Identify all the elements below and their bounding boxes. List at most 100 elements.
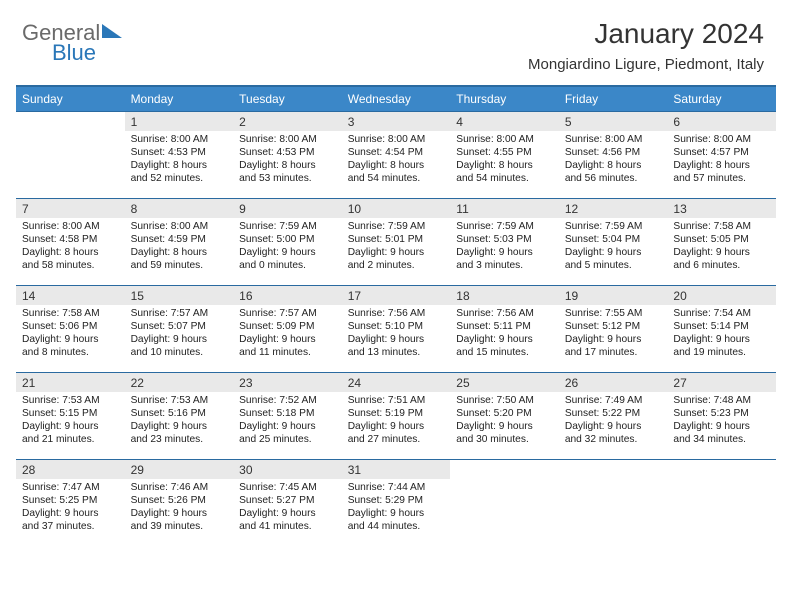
day-info: Sunrise: 8:00 AMSunset: 4:54 PMDaylight:… [342, 131, 451, 189]
day-info-line: Sunset: 4:54 PM [348, 146, 445, 159]
weekday-header-row: Sunday Monday Tuesday Wednesday Thursday… [16, 85, 776, 111]
day-info-line: Sunrise: 7:58 AM [22, 307, 119, 320]
day-info-line: and 5 minutes. [565, 259, 662, 272]
day-info-line: Daylight: 9 hours [22, 420, 119, 433]
day-info: Sunrise: 7:53 AMSunset: 5:15 PMDaylight:… [16, 392, 125, 450]
day-info-line: Sunrise: 7:59 AM [456, 220, 553, 233]
day-info-line: Daylight: 9 hours [348, 333, 445, 346]
calendar-cell: 11Sunrise: 7:59 AMSunset: 5:03 PMDayligh… [450, 199, 559, 285]
calendar-cell: 8Sunrise: 8:00 AMSunset: 4:59 PMDaylight… [125, 199, 234, 285]
day-info-line: Sunset: 5:11 PM [456, 320, 553, 333]
day-info-line: and 13 minutes. [348, 346, 445, 359]
calendar-cell: 2Sunrise: 8:00 AMSunset: 4:53 PMDaylight… [233, 112, 342, 198]
day-info-line: and 59 minutes. [131, 259, 228, 272]
day-number: 9 [233, 199, 342, 218]
day-info-line: and 53 minutes. [239, 172, 336, 185]
day-info-line: Daylight: 9 hours [239, 246, 336, 259]
day-info: Sunrise: 8:00 AMSunset: 4:53 PMDaylight:… [233, 131, 342, 189]
day-info-line: and 2 minutes. [348, 259, 445, 272]
day-number: 14 [16, 286, 125, 305]
day-info: Sunrise: 7:46 AMSunset: 5:26 PMDaylight:… [125, 479, 234, 537]
day-info-line: Sunrise: 8:00 AM [565, 133, 662, 146]
day-info-line: Sunset: 4:59 PM [131, 233, 228, 246]
day-info-line: and 37 minutes. [22, 520, 119, 533]
weekday-header: Tuesday [233, 87, 342, 111]
weekday-header: Wednesday [342, 87, 451, 111]
calendar-cell: 18Sunrise: 7:56 AMSunset: 5:11 PMDayligh… [450, 286, 559, 372]
title-block: January 2024 Mongiardino Ligure, Piedmon… [528, 18, 764, 73]
day-info-line: Daylight: 9 hours [22, 507, 119, 520]
day-info-line: Sunset: 5:12 PM [565, 320, 662, 333]
day-info-line: Sunrise: 7:54 AM [673, 307, 770, 320]
day-info: Sunrise: 7:59 AMSunset: 5:01 PMDaylight:… [342, 218, 451, 276]
day-number: 26 [559, 373, 668, 392]
day-info: Sunrise: 7:57 AMSunset: 5:07 PMDaylight:… [125, 305, 234, 363]
calendar-cell: 15Sunrise: 7:57 AMSunset: 5:07 PMDayligh… [125, 286, 234, 372]
calendar-cell: 30Sunrise: 7:45 AMSunset: 5:27 PMDayligh… [233, 460, 342, 546]
calendar-week-row: 7Sunrise: 8:00 AMSunset: 4:58 PMDaylight… [16, 198, 776, 285]
day-number: 1 [125, 112, 234, 131]
day-number: 27 [667, 373, 776, 392]
calendar-cell: 21Sunrise: 7:53 AMSunset: 5:15 PMDayligh… [16, 373, 125, 459]
weekday-header: Monday [125, 87, 234, 111]
calendar-week-row: 21Sunrise: 7:53 AMSunset: 5:15 PMDayligh… [16, 372, 776, 459]
day-info-line: Sunrise: 7:45 AM [239, 481, 336, 494]
day-info-line: and 54 minutes. [456, 172, 553, 185]
calendar-cell: 25Sunrise: 7:50 AMSunset: 5:20 PMDayligh… [450, 373, 559, 459]
day-info-line: and 57 minutes. [673, 172, 770, 185]
calendar-cell: 5Sunrise: 8:00 AMSunset: 4:56 PMDaylight… [559, 112, 668, 198]
calendar-cell: 29Sunrise: 7:46 AMSunset: 5:26 PMDayligh… [125, 460, 234, 546]
day-info-line: Sunset: 5:16 PM [131, 407, 228, 420]
day-info-line: Sunset: 5:26 PM [131, 494, 228, 507]
day-info-line: Daylight: 8 hours [239, 159, 336, 172]
day-info-line: Daylight: 9 hours [673, 333, 770, 346]
calendar-cell [16, 112, 125, 198]
calendar-week-row: 14Sunrise: 7:58 AMSunset: 5:06 PMDayligh… [16, 285, 776, 372]
day-info-line: Sunset: 4:58 PM [22, 233, 119, 246]
calendar-cell: 4Sunrise: 8:00 AMSunset: 4:55 PMDaylight… [450, 112, 559, 198]
day-info-line: Sunset: 5:25 PM [22, 494, 119, 507]
calendar-week-row: 28Sunrise: 7:47 AMSunset: 5:25 PMDayligh… [16, 459, 776, 546]
day-info-line: Sunset: 5:18 PM [239, 407, 336, 420]
day-info-line: Sunset: 5:19 PM [348, 407, 445, 420]
day-info-line: Sunrise: 7:47 AM [22, 481, 119, 494]
day-info: Sunrise: 7:49 AMSunset: 5:22 PMDaylight:… [559, 392, 668, 450]
calendar-cell: 16Sunrise: 7:57 AMSunset: 5:09 PMDayligh… [233, 286, 342, 372]
day-info-line: Sunset: 5:23 PM [673, 407, 770, 420]
calendar-cell: 9Sunrise: 7:59 AMSunset: 5:00 PMDaylight… [233, 199, 342, 285]
day-info-line: and 19 minutes. [673, 346, 770, 359]
calendar-cell: 23Sunrise: 7:52 AMSunset: 5:18 PMDayligh… [233, 373, 342, 459]
calendar-cell: 19Sunrise: 7:55 AMSunset: 5:12 PMDayligh… [559, 286, 668, 372]
day-info-line: Sunrise: 8:00 AM [456, 133, 553, 146]
day-info-line: and 15 minutes. [456, 346, 553, 359]
day-info: Sunrise: 8:00 AMSunset: 4:56 PMDaylight:… [559, 131, 668, 189]
day-info-line: Sunrise: 7:51 AM [348, 394, 445, 407]
day-info-line: and 0 minutes. [239, 259, 336, 272]
day-info: Sunrise: 7:59 AMSunset: 5:04 PMDaylight:… [559, 218, 668, 276]
day-info-line: and 41 minutes. [239, 520, 336, 533]
day-info-line: Sunrise: 8:00 AM [239, 133, 336, 146]
day-info-line: Daylight: 8 hours [131, 159, 228, 172]
day-info-line: and 10 minutes. [131, 346, 228, 359]
calendar-week-row: 1Sunrise: 8:00 AMSunset: 4:53 PMDaylight… [16, 111, 776, 198]
day-info-line: Sunset: 4:53 PM [131, 146, 228, 159]
day-info-line: Daylight: 9 hours [456, 420, 553, 433]
day-number: 12 [559, 199, 668, 218]
day-info: Sunrise: 7:56 AMSunset: 5:11 PMDaylight:… [450, 305, 559, 363]
day-info-line: and 8 minutes. [22, 346, 119, 359]
day-number: 17 [342, 286, 451, 305]
day-info-line: Daylight: 9 hours [22, 333, 119, 346]
weekday-header: Friday [559, 87, 668, 111]
location-subtitle: Mongiardino Ligure, Piedmont, Italy [528, 56, 764, 73]
calendar-cell: 14Sunrise: 7:58 AMSunset: 5:06 PMDayligh… [16, 286, 125, 372]
weekday-header: Saturday [667, 87, 776, 111]
day-number: 19 [559, 286, 668, 305]
day-number: 2 [233, 112, 342, 131]
day-info-line: Sunrise: 7:57 AM [239, 307, 336, 320]
day-info: Sunrise: 7:57 AMSunset: 5:09 PMDaylight:… [233, 305, 342, 363]
day-info-line: Daylight: 8 hours [456, 159, 553, 172]
day-info: Sunrise: 8:00 AMSunset: 4:59 PMDaylight:… [125, 218, 234, 276]
day-info-line: Sunrise: 7:58 AM [673, 220, 770, 233]
day-info-line: Sunset: 5:10 PM [348, 320, 445, 333]
day-number: 29 [125, 460, 234, 479]
